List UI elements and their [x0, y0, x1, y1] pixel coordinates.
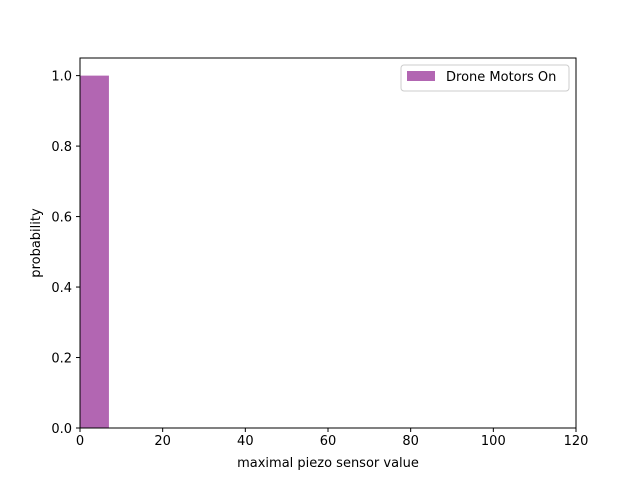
- legend-swatch: [407, 71, 435, 81]
- bars-layer: [80, 75, 109, 428]
- x-tick-label: 40: [237, 434, 254, 449]
- y-tick-label: 0.4: [51, 281, 72, 296]
- x-axis-label: maximal piezo sensor value: [237, 456, 419, 471]
- y-tick-label: 0.2: [51, 352, 72, 367]
- legend-box: [400, 64, 570, 92]
- x-axis-ticks: 0 20 40 60 80 100 120: [76, 428, 589, 449]
- x-tick-label: 80: [402, 434, 419, 449]
- x-tick-label: 100: [481, 434, 506, 449]
- x-tick-label: 60: [320, 434, 337, 449]
- legend-label: Drone Motors On: [446, 70, 556, 85]
- histogram-bar: [80, 75, 109, 428]
- y-tick-label: 0.6: [51, 211, 72, 226]
- plot-frame: [79, 57, 577, 429]
- x-tick-label: 0: [76, 434, 84, 449]
- x-tick-label: 20: [154, 434, 171, 449]
- y-tick-label: 1.0: [51, 70, 72, 85]
- x-tick-label: 120: [564, 434, 589, 449]
- y-tick-label: 0.8: [51, 140, 72, 155]
- y-axis-label: probability: [29, 208, 44, 278]
- y-axis-ticks: 0.0 0.2 0.4 0.6 0.8 1.0: [51, 70, 80, 437]
- legend: Drone Motors On: [400, 64, 570, 92]
- y-tick-label: 0.0: [51, 422, 72, 437]
